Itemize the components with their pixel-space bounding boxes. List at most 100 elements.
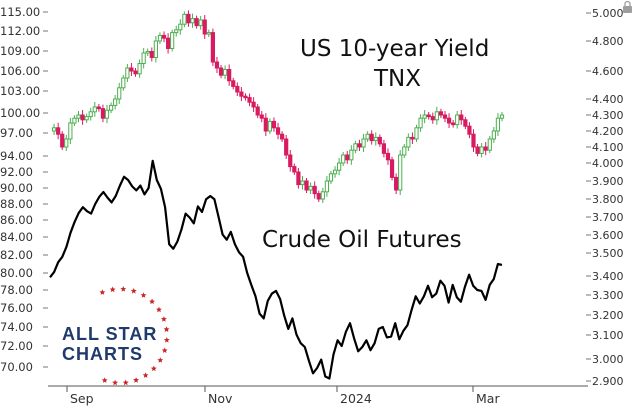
lock-icon[interactable] [623, 0, 632, 14]
tnx-candle-body [68, 122, 73, 140]
x-tick-label: Sep [70, 391, 94, 406]
tnx-candle-body [60, 133, 65, 148]
tnx-candle-body [304, 180, 309, 191]
logo-star [157, 357, 164, 363]
tnx-candle-body [113, 98, 118, 106]
left-tick-label: 94.00 [0, 149, 33, 163]
tnx-candle-body [292, 166, 297, 173]
right-tick-label: 4.800 [592, 35, 624, 48]
tnx-candle-body [194, 18, 199, 27]
right-tick-label: 3.500 [592, 247, 624, 260]
tnx-candle-body [153, 40, 158, 58]
tnx-candle-body [463, 119, 468, 127]
right-tick-label: 4.400 [592, 93, 624, 106]
tnx-candle-body [64, 138, 69, 148]
right-tick-label: 3.000 [592, 353, 624, 366]
left-tick-label: 90.00 [0, 181, 33, 195]
tnx-candle-body [320, 191, 325, 200]
logo-star [140, 292, 147, 298]
tnx-candle-body [406, 136, 411, 148]
tnx-candle-body [483, 146, 488, 151]
right-tick-label: 4.300 [592, 109, 624, 122]
tnx-candle-body [263, 117, 268, 132]
x-axis: Sep Nov 2024 Mar [48, 385, 588, 406]
tnx-candle-body [349, 149, 354, 161]
logo-star [160, 316, 167, 322]
tnx-candle-body [227, 69, 232, 82]
yield-title-line1: US 10-year Yield [300, 36, 489, 62]
tnx-candle-body [125, 67, 130, 79]
right-tick-label: 3.700 [592, 211, 624, 224]
tnx-candle-body [280, 133, 285, 140]
tnx-candle-body [418, 117, 423, 129]
right-tick-label: 3.200 [592, 309, 624, 322]
left-tick-label: 115.00 [0, 5, 40, 19]
tnx-candle-body [178, 23, 183, 31]
tnx-candle-body [373, 136, 378, 142]
tnx-candle-body [426, 114, 431, 118]
tnx-candle-body [332, 169, 338, 175]
left-axis: 115.00 112.00 109.00 106.00 103.00 100.00 97.0… [0, 5, 48, 374]
tnx-candle-body [389, 159, 395, 178]
tnx-candle-body [275, 127, 281, 135]
left-tick-label: 86.00 [0, 213, 33, 227]
tnx-candle-body [88, 111, 93, 118]
tnx-candle-body [475, 146, 480, 154]
tnx-candle-body [324, 180, 330, 193]
right-tick-label: 3.900 [592, 175, 624, 188]
logo-star [149, 298, 155, 305]
tnx-candle-body [247, 97, 252, 103]
tnx-candle-body [430, 116, 435, 121]
tnx-candle-body [214, 61, 220, 69]
tnx-candle-body [467, 125, 472, 135]
tnx-candle-body [174, 29, 179, 34]
tnx-candle-body [149, 51, 154, 58]
yield-title-line2: TNX [373, 66, 421, 92]
tnx-candle-body [369, 133, 374, 142]
logo-stars-arc [99, 286, 170, 386]
logo-star [122, 379, 129, 386]
tnx-candle-body [495, 117, 501, 132]
left-tick-label: 112.00 [0, 24, 40, 38]
tnx-candle-body [165, 37, 171, 50]
tnx-candle-body [345, 154, 350, 161]
tnx-candle-body [442, 114, 448, 119]
logo-star [163, 326, 170, 332]
tnx-candle-body [377, 136, 382, 145]
tnx-candle-body [365, 133, 370, 140]
right-tick-label: 4.000 [592, 157, 624, 170]
tnx-candle-body [341, 154, 346, 164]
all-star-charts-logo: ALL STAR CHARTS [62, 286, 170, 386]
tnx-candle-body [121, 77, 126, 89]
tnx-candle-body [394, 176, 399, 191]
logo-star [109, 286, 116, 293]
tnx-candle-body [198, 19, 203, 27]
tnx-candle-body [117, 87, 122, 100]
tnx-candle-body [80, 114, 85, 121]
tnx-candle-body [328, 173, 334, 182]
tnx-candle-body [218, 67, 224, 76]
tnx-candle-body [312, 185, 317, 195]
logo-star [163, 337, 170, 343]
logo-star [161, 347, 168, 353]
tnx-candle-body [161, 34, 167, 39]
x-tick-label: 2024 [340, 391, 372, 406]
left-tick-label: 72.00 [0, 339, 33, 353]
tnx-candle-body [251, 101, 256, 108]
tnx-candle-body [381, 143, 387, 154]
right-tick-label: 3.400 [592, 270, 624, 283]
logo-line1: ALL STAR [62, 324, 157, 344]
tnx-candle-body [308, 185, 313, 191]
tnx-candle-body [206, 32, 211, 35]
x-tick-label: Nov [208, 391, 233, 406]
right-tick-label: 4.600 [592, 65, 624, 78]
tnx-candle-body [186, 13, 191, 24]
tnx-candle-body [141, 52, 146, 64]
tnx-candle-body [337, 162, 342, 171]
tnx-candle-body [451, 122, 456, 126]
tnx-candle-body [300, 180, 305, 186]
tnx-candle-body [471, 133, 476, 148]
tnx-candle-body [353, 143, 358, 151]
tnx-candle-body [455, 114, 460, 126]
